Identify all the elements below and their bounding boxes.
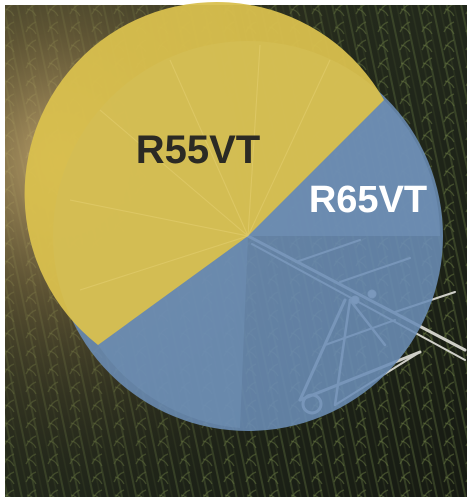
yellow-zone-label: R55VT [136, 128, 261, 172]
yellow-sector [24, 1, 384, 345]
blue-sector [248, 100, 441, 236]
yellow-rays [69, 44, 331, 291]
blue-lower-sector [98, 236, 248, 428]
blue-zone-label: R65VT [309, 179, 427, 221]
